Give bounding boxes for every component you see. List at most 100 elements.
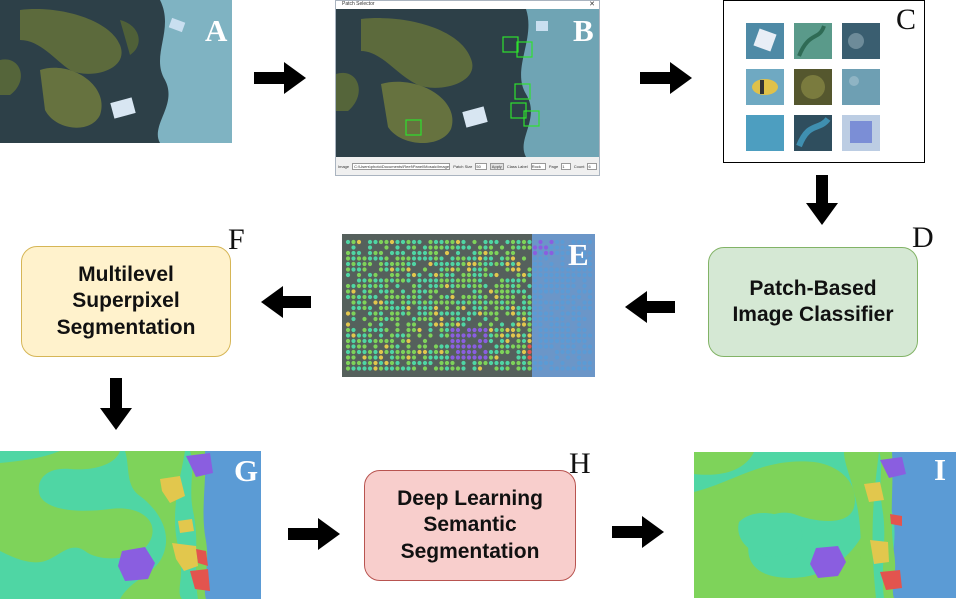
patch-dot (417, 327, 422, 333)
patch-dot (378, 316, 384, 322)
patch-dot (345, 283, 351, 289)
patch-dot (472, 300, 477, 305)
patch-dot (571, 272, 576, 278)
patch-dot (543, 289, 549, 294)
class-label-label: Class Label (506, 164, 528, 169)
patch-dot (532, 305, 538, 311)
patch-dot (422, 316, 428, 322)
patch-dot (439, 360, 444, 366)
window-close-icon[interactable]: ✕ (589, 1, 595, 8)
patch-dot (351, 338, 356, 344)
patch-dot (477, 245, 483, 250)
patch-dot (505, 338, 510, 344)
arrow-b-to-c (640, 62, 692, 94)
patch-dot (494, 333, 499, 338)
patch-dot (521, 300, 527, 305)
patch-dot (400, 333, 406, 338)
patch-dot (400, 239, 406, 245)
patch-dot (351, 349, 356, 355)
patch-dot (494, 250, 499, 256)
patch-dot (422, 311, 428, 316)
patch-dot (472, 327, 477, 333)
patch-dot (422, 355, 428, 360)
patch-dot (450, 278, 455, 283)
patch-dot (395, 256, 400, 261)
count-field[interactable]: 6 (587, 163, 597, 170)
patch-dot (532, 278, 538, 283)
patch-dot (362, 267, 367, 272)
patch-dot (378, 311, 384, 316)
patch-dot (444, 300, 450, 305)
patch-dot (549, 333, 554, 338)
patch-dot (406, 305, 411, 311)
patch-dot (538, 267, 543, 272)
patch-dot (488, 289, 494, 294)
patch-dot (505, 289, 510, 294)
patch-dot (444, 311, 450, 316)
patch-dot (560, 300, 565, 305)
patch-dot (560, 289, 565, 294)
patch-dot (395, 278, 400, 283)
patch-dot (466, 327, 472, 333)
patch-dot (543, 300, 549, 305)
patch-dot (345, 327, 351, 333)
patch-dot (505, 305, 510, 311)
patch-dot (373, 316, 378, 322)
panel-b-patch-selector-window: Patch Selector ✕ B Image C:\Users\photo\… (335, 0, 600, 176)
patch-dot (587, 272, 593, 278)
patch-dot (543, 272, 549, 278)
patch-dot (587, 366, 593, 371)
apply-button[interactable]: Apply (489, 163, 504, 170)
patch-dot (488, 250, 494, 256)
patch-dot (433, 239, 439, 245)
patch-dot (345, 239, 351, 245)
patch-dot (527, 338, 532, 344)
patch-dot (439, 355, 444, 360)
patch-dot (565, 250, 571, 256)
patch-dot (483, 294, 488, 300)
patch-dot (417, 250, 422, 256)
patch-dot (565, 278, 571, 283)
patch-dot (582, 360, 587, 366)
patch-dot (433, 283, 439, 289)
patch-dot (576, 267, 582, 272)
page-field[interactable]: 1 (561, 163, 571, 170)
patch-dot (444, 245, 450, 250)
patch-dot (549, 239, 554, 245)
patch-dot (582, 245, 587, 250)
patch-dot (362, 327, 367, 333)
patch-dot (351, 294, 356, 300)
patch-dot (351, 360, 356, 366)
patch-dot (494, 239, 499, 245)
patch-dot (472, 333, 477, 338)
patch-dot (560, 250, 565, 256)
window-title: Patch Selector (342, 1, 375, 7)
patch-dot (549, 283, 554, 289)
patch-dot (411, 289, 417, 294)
patch-dot (351, 305, 356, 311)
patch-dot (345, 261, 351, 267)
patch-dot (389, 294, 395, 300)
patch-dot (345, 289, 351, 294)
patch-dot (565, 267, 571, 272)
class-label-field[interactable]: Rock (530, 163, 546, 170)
patch-dot (356, 360, 362, 366)
patch-dot (483, 327, 488, 333)
patch-dot (582, 272, 587, 278)
patch-dot (422, 366, 428, 371)
patch-dot (378, 355, 384, 360)
patch-dot (543, 344, 549, 349)
arrow-c-to-d (806, 175, 838, 225)
patch-dot (565, 283, 571, 289)
patch-dot (565, 327, 571, 333)
status-path-field[interactable]: C:\Users\photo\Documents\Reef\Panel\Mosa… (352, 163, 451, 170)
panel-b-reef-view[interactable]: B (336, 9, 599, 157)
patch-dot (384, 283, 389, 289)
patch-size-field[interactable]: 50 (475, 163, 487, 170)
patch-dot (587, 239, 593, 245)
patch-dot (549, 311, 554, 316)
patch-dot (450, 322, 455, 327)
patch-dot (499, 256, 505, 261)
patch-dot (411, 316, 417, 322)
patch-dot (433, 256, 439, 261)
